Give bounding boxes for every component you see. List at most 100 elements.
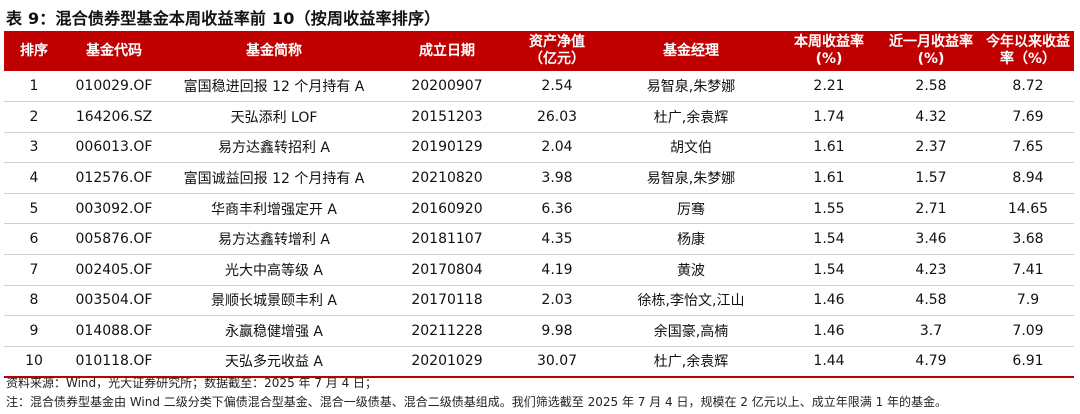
table-cell: 20201029 (411, 353, 483, 370)
table-cell: 010118.OF (75, 353, 153, 370)
table-cell: 2 (29, 108, 39, 125)
table-cell: 徐栋,李怡文,江山 (637, 293, 745, 310)
table-cell: 厉骞 (677, 201, 705, 218)
table-cell: 10 (25, 353, 43, 370)
table-cell: 7.65 (1012, 139, 1044, 156)
table-cell: 4.32 (915, 108, 947, 125)
table-cell: 4.23 (915, 261, 947, 278)
table-cell: 30.07 (536, 353, 578, 370)
table-cell: 8.72 (1012, 78, 1044, 95)
column-header-sublabel: 率（%） (999, 51, 1057, 67)
table-cell: 黄波 (677, 262, 705, 279)
table-cell: 002405.OF (75, 261, 153, 278)
table-cell: 富国稳进回报 12 个月持有 A (183, 79, 365, 96)
column-header: 排序 (4, 31, 64, 71)
table-row: 7 002405.OF 光大中高等级 A 20170804 4.19 黄波 1.54 4.23… (4, 255, 1074, 286)
table-cell: 6.36 (541, 200, 573, 217)
table-cell: 杜广,余袁辉 (653, 354, 729, 371)
table-row: 3 006013.OF 易方达鑫转招利 A 20190129 2.04 胡文伯 1.61 2.… (4, 132, 1074, 163)
column-header: 成立日期 (384, 31, 510, 71)
table-row: 2 164206.SZ 天弘添利 LOF 20151203 26.03 杜广,余袁辉 1.7… (4, 102, 1074, 133)
column-header-label: 基金简称 (246, 42, 302, 59)
table-cell: 杜广,余袁辉 (653, 109, 729, 126)
table-cell: 3.68 (1012, 231, 1044, 248)
table-cell: 易方达鑫转增利 A (217, 232, 331, 249)
table-cell: 003504.OF (75, 292, 153, 309)
table-cell: 5 (29, 200, 39, 217)
table-cell: 20160920 (411, 200, 483, 217)
table-cell: 1.54 (813, 261, 845, 278)
table-cell: 景顺长城景颐丰利 A (210, 293, 338, 310)
table-header-row: 排序 基金代码 基金简称 成立日期 资产净值 （亿元） 基金经理 本周收益率 (%) 近一月收益率… (4, 31, 1074, 71)
table-cell: 7 (29, 261, 39, 278)
column-header: 近一月收益率 (%) (880, 31, 982, 71)
table-cell: 4.35 (541, 231, 573, 248)
column-header-label: 本周收益率 (794, 34, 864, 50)
table-cell: 7.41 (1012, 261, 1044, 278)
table-cell: 20190129 (411, 139, 483, 156)
table-row: 9 014088.OF 永赢稳健增强 A 20211228 9.98 余国豪,高楠 1.46… (4, 316, 1074, 347)
column-header: 基金简称 (164, 31, 384, 71)
table-cell: 9.98 (541, 323, 573, 340)
column-header: 基金经理 (604, 31, 778, 71)
table-cell: 14.65 (1007, 200, 1049, 217)
table-cell: 4.19 (541, 261, 573, 278)
table-cell: 7.09 (1012, 323, 1044, 340)
table-cell: 1.61 (813, 139, 845, 156)
column-header-label: 今年以来收益 (986, 34, 1070, 50)
table-cell: 3.7 (919, 323, 943, 340)
table-cell: 余国豪,高楠 (653, 324, 729, 341)
column-header-sublabel: (%) (917, 51, 945, 67)
table-cell: 20181107 (411, 231, 483, 248)
column-header: 本周收益率 (%) (778, 31, 880, 71)
table-cell: 7.9 (1016, 292, 1040, 309)
table-cell: 003092.OF (75, 200, 153, 217)
column-header-label: 排序 (20, 42, 48, 59)
table-cell: 1.74 (813, 108, 845, 125)
table-cell: 永赢稳健增强 A (224, 324, 324, 341)
table-row: 5 003092.OF 华商丰利增强定开 A 20160920 6.36 厉骞 1.55 2.… (4, 193, 1074, 224)
table-cell: 1.46 (813, 323, 845, 340)
table-cell: 006013.OF (75, 139, 153, 156)
column-header-sublabel: (%) (815, 51, 843, 67)
column-header-label: 基金经理 (663, 42, 719, 59)
column-header-label: 近一月收益率 (889, 34, 973, 50)
table-cell: 4.79 (915, 353, 947, 370)
table-cell: 6.91 (1012, 353, 1044, 370)
table-cell: 1.46 (813, 292, 845, 309)
table-cell: 1.55 (813, 200, 845, 217)
table-title: 表 9：混合债券型基金本周收益率前 10（按周收益率排序） (6, 9, 441, 28)
table-cell: 20151203 (411, 108, 483, 125)
table-cell: 2.21 (813, 78, 845, 95)
table-cell: 26.03 (536, 108, 578, 125)
table-cell: 164206.SZ (75, 108, 153, 125)
table-cell: 2.37 (915, 139, 947, 156)
table-cell: 8.94 (1012, 170, 1044, 187)
table-cell: 1.44 (813, 353, 845, 370)
table-row: 8 003504.OF 景顺长城景颐丰利 A 20170118 2.03 徐栋,李怡文,江… (4, 285, 1074, 316)
table-cell: 1.54 (813, 231, 845, 248)
table-cell: 20170118 (411, 292, 483, 309)
table-cell: 3.98 (541, 170, 573, 187)
table-cell: 天弘添利 LOF (230, 109, 318, 126)
table-body: 1 010029.OF 富国稳进回报 12 个月持有 A 20200907 2.54 易智… (4, 71, 1074, 377)
column-header-label: 成立日期 (419, 42, 475, 59)
table-cell: 2.04 (541, 139, 573, 156)
table-cell: 014088.OF (75, 323, 153, 340)
table-cell: 1.57 (915, 170, 947, 187)
table-cell: 7.69 (1012, 108, 1044, 125)
table-cell: 1.61 (813, 170, 845, 187)
table-cell: 20170804 (411, 261, 483, 278)
table-cell: 3 (29, 139, 39, 156)
table-cell: 3.46 (915, 231, 947, 248)
table-cell: 2.54 (541, 78, 573, 95)
table-cell: 20210820 (411, 170, 483, 187)
column-header-label: 资产净值 (529, 34, 585, 50)
column-header: 基金代码 (64, 31, 164, 71)
column-header-sublabel: （亿元） (529, 51, 585, 67)
fund-ranking-table: 排序 基金代码 基金简称 成立日期 资产净值 （亿元） 基金经理 本周收益率 (%) 近一月收益率… (4, 31, 1074, 378)
column-header: 资产净值 （亿元） (510, 31, 604, 71)
table-cell: 20200907 (411, 78, 483, 95)
table-cell: 华商丰利增强定开 A (210, 201, 338, 218)
table-row: 10 010118.OF 天弘多元收益 A 20201029 30.07 杜广,余袁辉 1.… (4, 346, 1074, 377)
